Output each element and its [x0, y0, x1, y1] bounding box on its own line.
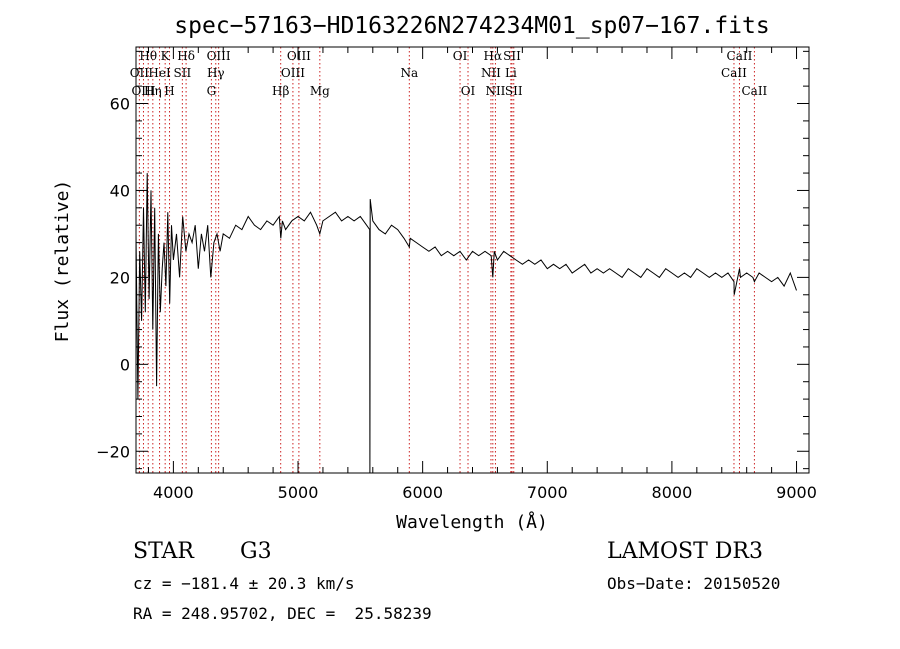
coordinates: RA = 248.95702, DEC = 25.58239: [133, 604, 432, 623]
marker-label-3: Hη: [144, 84, 162, 98]
y-axis: −20 0 20 40 60: [96, 50, 809, 470]
marker-label-16: Na: [400, 66, 418, 80]
marker-label-2: OIII: [131, 84, 155, 98]
marker-label-18: OI: [461, 84, 476, 98]
x-axis: 4000 5000 6000 7000 8000 9000: [147, 47, 817, 502]
marker-label-15: Mg: [310, 84, 330, 98]
x-axis-label: Wavelength (Å): [396, 511, 548, 533]
y-tick-label-4: 60: [110, 95, 130, 114]
redshift-value: cz = −181.4 ± 20.3 km/s: [133, 574, 355, 593]
survey-name: LAMOST DR3: [607, 539, 763, 564]
x-tick-label-5: 9000: [776, 483, 817, 502]
marker-label-8: Hδ: [177, 49, 195, 63]
marker-label-13: OIII: [281, 66, 305, 80]
marker-label-21: NII: [485, 84, 505, 98]
x-tick-label-3: 7000: [527, 483, 568, 502]
marker-label-5: K: [161, 49, 171, 63]
y-axis-label: Flux (relative): [52, 180, 73, 343]
marker-label-24: SII: [505, 84, 523, 98]
x-tick-label-2: 6000: [402, 483, 443, 502]
spectrum-line: [136, 173, 797, 473]
x-tick-label-1: 5000: [278, 483, 319, 502]
plot-frame: [135, 46, 810, 474]
marker-label-19: Hα: [484, 49, 503, 63]
marker-label-27: CaII: [741, 84, 767, 98]
marker-label-17: OI: [453, 49, 468, 63]
marker-label-7: SII: [174, 66, 192, 80]
chart-title: spec−57163−HD163226N274234M01_sp07−167.f…: [174, 13, 769, 39]
observation-date: Obs−Date: 20150520: [607, 574, 781, 593]
y-tick-label-2: 20: [110, 268, 130, 287]
marker-label-6: H: [164, 84, 174, 98]
object-subclass: G3: [240, 539, 272, 564]
marker-label-0: Hθ: [139, 49, 157, 63]
spectral-line-markers: [138, 47, 755, 473]
y-tick-label-3: 40: [110, 181, 130, 200]
marker-label-25: CaII: [727, 49, 753, 63]
marker-label-10: Hγ: [207, 66, 225, 80]
y-tick-label-0: −20: [96, 442, 130, 461]
x-tick-label-4: 8000: [652, 483, 693, 502]
marker-label-12: Hβ: [272, 84, 289, 98]
marker-label-26: CaII: [721, 66, 747, 80]
marker-label-1: OII: [130, 66, 150, 80]
y-tick-label-1: 0: [120, 355, 130, 374]
marker-label-23: Li: [505, 66, 517, 80]
marker-label-11: G: [207, 84, 217, 98]
x-tick-label-0: 4000: [153, 483, 194, 502]
marker-label-9: OIII: [207, 49, 231, 63]
marker-label-4: HeI: [148, 66, 171, 80]
marker-label-20: NII: [481, 66, 501, 80]
marker-label-14: OIII: [287, 49, 311, 63]
object-class: STAR: [133, 539, 194, 564]
marker-label-22: SII: [503, 49, 521, 63]
